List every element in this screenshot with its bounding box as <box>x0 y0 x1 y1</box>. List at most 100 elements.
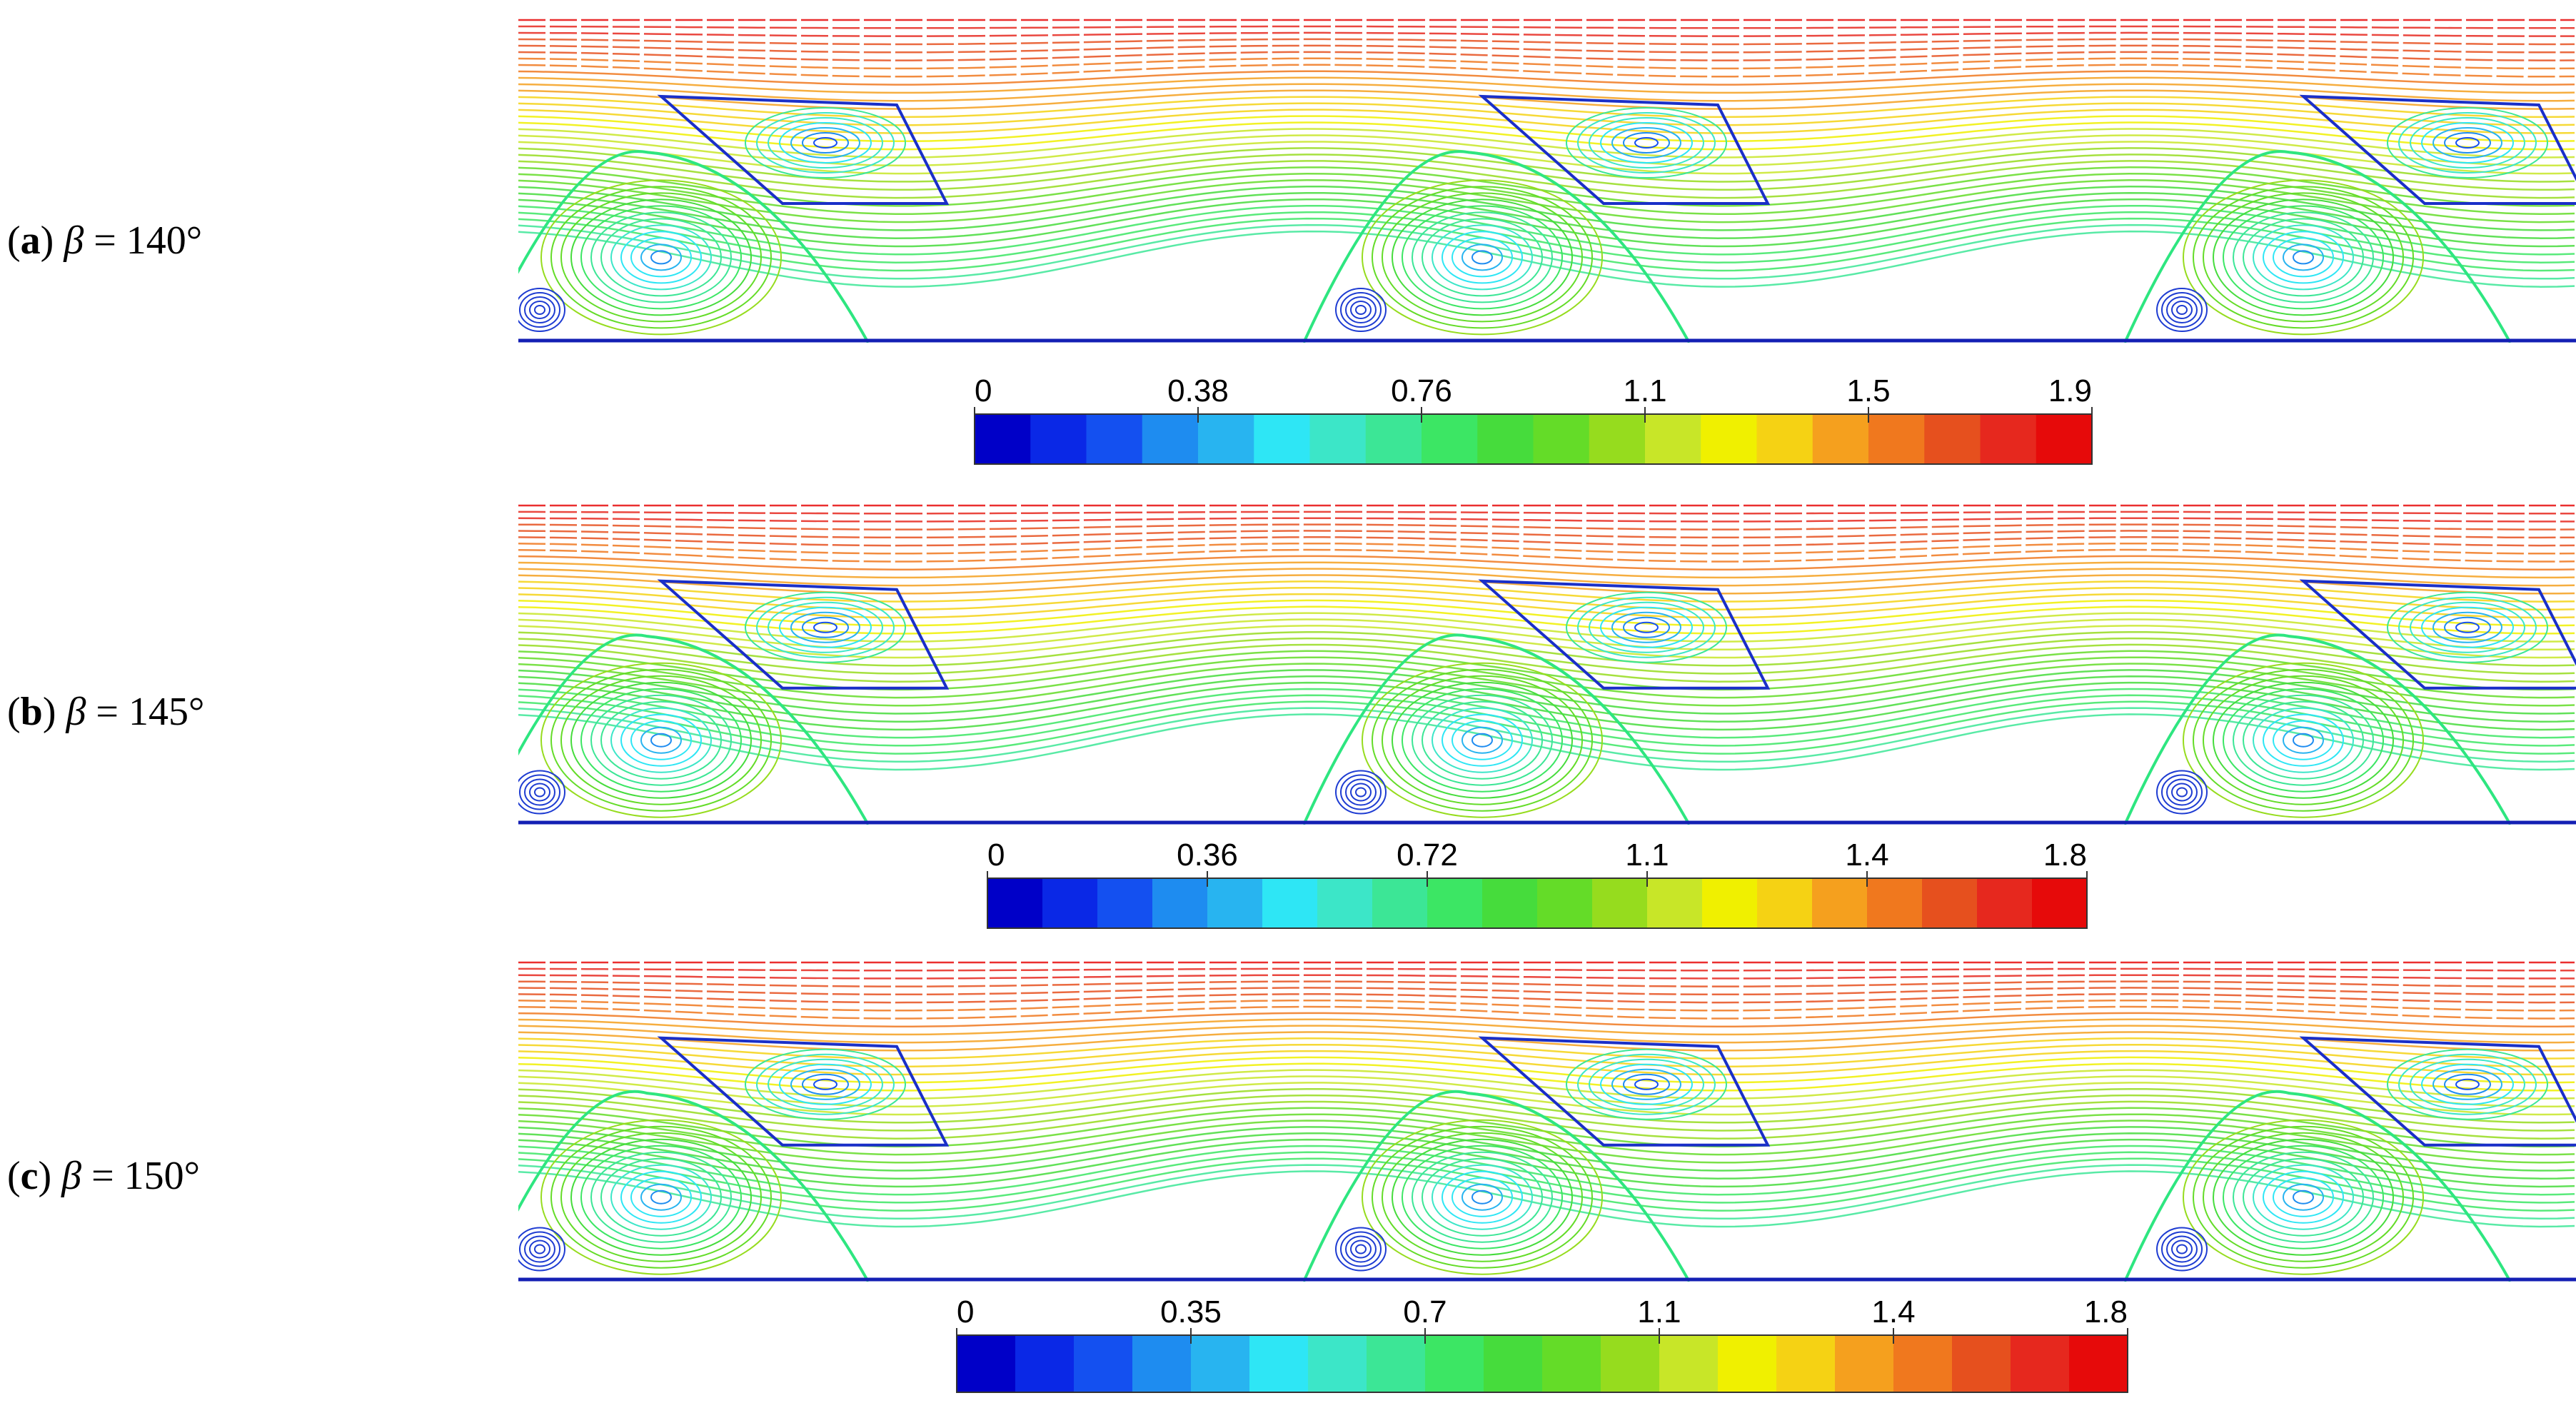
corner-vortex-ring <box>2171 1239 2193 1259</box>
colorbar-c: 0 0.35 0.7 1.1 1.4 1.8 <box>956 1292 2128 1399</box>
streamline <box>518 999 2575 1012</box>
streamline <box>518 681 2575 731</box>
corner-vortex-ring <box>1350 783 1372 802</box>
colorbar-cell <box>1152 878 1208 928</box>
vortex-ring <box>1451 1177 1513 1217</box>
streamline <box>518 542 2575 555</box>
colorbar-cell <box>1030 414 1087 464</box>
colorbar-cell <box>2011 1335 2070 1392</box>
corner-vortex-ring <box>1355 787 1367 798</box>
colorbar-tick-label: 1.9 <box>2048 373 2092 408</box>
streamline <box>518 517 2575 523</box>
corner-vortex-ring <box>1340 292 1382 328</box>
vortex-ring <box>779 1063 872 1105</box>
streamline <box>518 115 2575 143</box>
streamline <box>518 1170 2575 1228</box>
colorbar-cell <box>1191 1335 1250 1392</box>
vortex-ring <box>2293 733 2314 748</box>
vortex-ring <box>1600 606 1693 648</box>
streamline <box>518 605 2575 635</box>
corner-vortex-ring <box>2171 301 2193 319</box>
colorbar-tick-label: 0.7 <box>1403 1294 1447 1329</box>
vortex-ring <box>2253 707 2354 773</box>
vortex-ring <box>1422 1157 1543 1237</box>
vortex-ring <box>1471 1190 1493 1205</box>
panel-label-a: (a) β = 140° <box>7 218 203 263</box>
streamline <box>518 44 2575 54</box>
vortex-ring <box>610 1164 712 1230</box>
vortex-ring <box>580 688 742 793</box>
streamline <box>518 675 2575 723</box>
vortex-ring <box>1382 192 1583 323</box>
colorbar-cell <box>1924 414 1981 464</box>
vortex-ring <box>550 1125 772 1269</box>
vortex-ring <box>540 179 782 336</box>
vortex-ring <box>756 1053 895 1115</box>
corner-vortex-ring <box>1335 288 1387 332</box>
streamline <box>518 191 2575 239</box>
vortex-ring <box>2387 1048 2548 1120</box>
vortex-ring <box>560 192 762 323</box>
colorbar-cell <box>1367 1335 1426 1392</box>
vortex-ring <box>2193 186 2414 329</box>
rib-outline <box>1302 1090 1691 1282</box>
streamline <box>518 217 2575 272</box>
colorbar-cell <box>1477 414 1534 464</box>
vortex-ring <box>2283 1183 2324 1211</box>
vortex-ring <box>813 137 837 149</box>
vortex-ring <box>2398 1053 2537 1115</box>
streamline <box>518 974 2575 980</box>
vortex-ring <box>1566 107 1727 178</box>
vortex-ring <box>802 1073 849 1095</box>
streamline <box>518 198 2575 248</box>
baffle-outline <box>657 579 950 690</box>
vortex-ring <box>650 1190 672 1205</box>
colorbar-border <box>974 413 2093 465</box>
colorbar-cell <box>1249 1335 1309 1392</box>
streamline <box>518 713 2575 771</box>
vortex-ring <box>570 681 752 799</box>
streamline <box>518 663 2575 707</box>
vortex-ring <box>2223 688 2384 793</box>
baffle-outline <box>1478 1036 1771 1147</box>
streamline <box>518 1005 2575 1020</box>
vortex-ring <box>580 1145 742 1249</box>
vortex-ring <box>1634 137 1659 149</box>
colorbar-tick-label: 1.1 <box>1625 838 1669 873</box>
vortex-ring <box>2444 1073 2491 1095</box>
colorbar-cell <box>975 414 1031 464</box>
streamline <box>518 561 2575 579</box>
corner-vortex-ring <box>534 1244 545 1254</box>
vortex-ring <box>2273 237 2334 278</box>
colorbar-cell <box>1427 878 1483 928</box>
streamline <box>518 1157 2575 1212</box>
streamline <box>518 141 2575 175</box>
corner-vortex-ring <box>2156 770 2208 815</box>
colorbar-cell <box>1425 1335 1484 1392</box>
vortex-ring <box>2410 601 2525 653</box>
colorbar-cell <box>1042 878 1098 928</box>
colorbar-cell <box>1756 414 1813 464</box>
colorbar-cell <box>1647 878 1703 928</box>
vortex-ring <box>2203 1132 2404 1262</box>
corner-vortex-ring <box>519 774 560 810</box>
corner-vortex-ring <box>2166 296 2198 323</box>
panel-label-b: (b) β = 145° <box>7 690 205 734</box>
vortex-ring <box>1451 237 1513 278</box>
vortex-ring <box>1422 218 1543 297</box>
baffle-outline <box>2299 94 2576 205</box>
vortex-ring <box>802 616 849 638</box>
colorbar-cell <box>1537 878 1593 928</box>
vortex-ring <box>2213 1138 2394 1256</box>
streamline <box>518 1113 2575 1156</box>
baffle-outline <box>2299 1036 2576 1147</box>
vortex-ring <box>1623 132 1670 154</box>
colorbar-border <box>987 877 2088 929</box>
corner-vortex-ring <box>2171 783 2193 802</box>
vortex-ring <box>630 1177 692 1217</box>
streamline <box>518 1138 2575 1188</box>
vortex-ring <box>768 117 883 169</box>
streamline <box>518 637 2575 675</box>
colorbar-tick-label: 1.1 <box>1637 1294 1681 1329</box>
rib-outline <box>1302 633 1691 825</box>
